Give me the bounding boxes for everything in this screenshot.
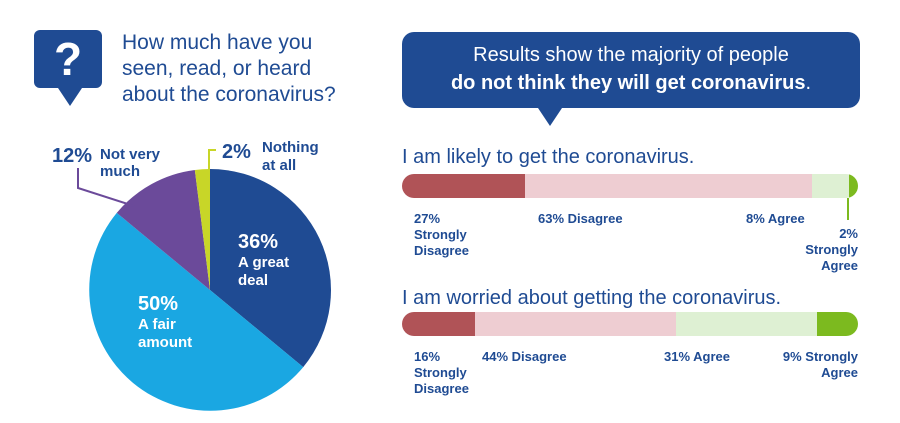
pie-leader-line xyxy=(208,149,216,170)
statement-2-agree-label: 31% Agree xyxy=(664,349,730,364)
strongly-disagree-segment xyxy=(402,312,475,336)
statement-2-title: I am worried about getting the coronavir… xyxy=(402,287,782,309)
disagree-segment xyxy=(525,174,813,198)
statement-1-bar xyxy=(402,174,858,198)
pie-slice-label: A great xyxy=(238,254,289,271)
pie-slice-nothing xyxy=(194,169,210,290)
pie-chart: 12% Not very much 2% Nothing at all 36% … xyxy=(52,139,331,411)
label-line: Strongly xyxy=(805,242,858,257)
pie-slice-label: deal xyxy=(238,272,268,289)
label-line: 9% Strongly xyxy=(782,349,858,364)
results-line-2-end: . xyxy=(805,72,812,94)
pie-slice-label: much xyxy=(100,163,140,180)
statement-1-leader-line xyxy=(847,198,849,220)
results-callout: Results show the majority of people do n… xyxy=(402,32,860,126)
disagree-segment xyxy=(474,312,676,336)
pie-slice-label: at all xyxy=(262,157,296,174)
question-bubble-icon: ? xyxy=(34,30,102,106)
agree-segment xyxy=(812,174,849,198)
label-line: Agree xyxy=(821,258,858,273)
strongly-agree-segment xyxy=(816,312,858,336)
pie-slice-label: Not very xyxy=(100,146,161,163)
pie-leader-line xyxy=(77,168,135,207)
statement-2-strongly-disagree-label: 16% Strongly Disagree xyxy=(414,349,469,397)
label-line: Disagree xyxy=(414,381,469,396)
label-line: Disagree xyxy=(414,243,469,258)
question-text: How much have you seen, read, or heard a… xyxy=(122,30,392,108)
pie-pct-label: 50% xyxy=(138,293,178,315)
results-line-2-bold: do not think they will get coronavirus xyxy=(450,72,806,94)
statement-1-agree-label: 8% Agree xyxy=(746,211,805,226)
statement-2-strongly-agree-label: 9% Strongly Agree xyxy=(760,349,858,381)
label-line: 16% xyxy=(414,349,441,364)
agree-segment xyxy=(675,312,817,336)
pie-pct-label: 2% xyxy=(222,141,251,163)
label-line: 2% xyxy=(839,226,858,241)
results-line-2: do not think they will get coronavirus. xyxy=(402,72,860,95)
statement-1-strongly-agree-label: 2% Strongly Agree xyxy=(790,226,858,274)
question-line: How much have you xyxy=(122,31,313,54)
pie-slice-great-deal xyxy=(210,169,331,368)
label-line: 27% xyxy=(414,211,441,226)
statement-1-disagree-label: 63% Disagree xyxy=(538,211,623,226)
pie-pct-label: 36% xyxy=(238,231,278,253)
pie-slice-not-very-much xyxy=(116,169,210,290)
pie-pct-label: 12% xyxy=(52,145,92,167)
label-line: Strongly xyxy=(414,227,467,242)
strongly-agree-segment xyxy=(848,174,858,198)
question-mark-icon: ? xyxy=(53,33,83,85)
results-line-1: Results show the majority of people xyxy=(473,44,789,66)
question-line: seen, read, or heard xyxy=(122,57,312,80)
statement-1-title: I am likely to get the coronavirus. xyxy=(402,146,695,168)
pie-slice-fair-amount xyxy=(89,212,304,411)
question-line: about the coronavirus? xyxy=(122,83,336,106)
pie-slice-label: Nothing xyxy=(262,139,319,156)
strongly-disagree-segment xyxy=(402,174,526,198)
statement-2-disagree-label: 44% Disagree xyxy=(482,349,567,364)
label-line: Agree xyxy=(821,365,858,380)
label-line: Strongly xyxy=(414,365,467,380)
pie-slice-label: A fair xyxy=(138,316,176,333)
pie-slice-label: amount xyxy=(138,334,192,351)
statement-2-bar xyxy=(402,312,858,336)
statement-1-strongly-disagree-label: 27% Strongly Disagree xyxy=(414,211,469,259)
